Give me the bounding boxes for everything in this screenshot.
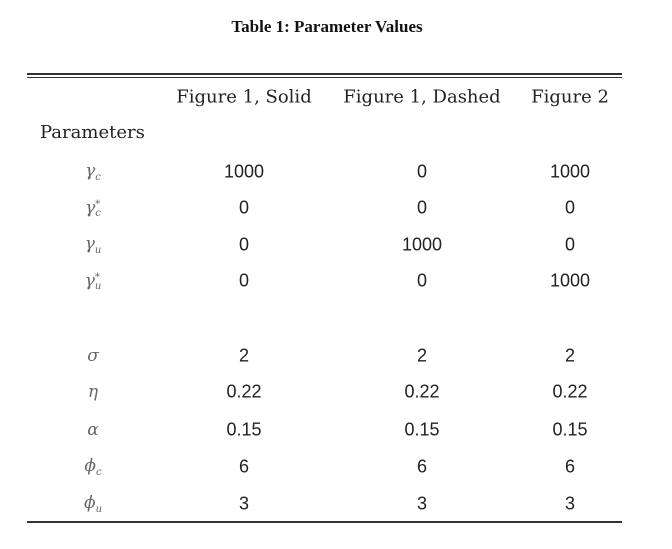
symbol: ϕ [84,455,96,476]
parameter-symbol: γ * c [85,198,101,218]
cell-value: 0 [564,234,576,255]
cell-value: 0 [238,234,250,255]
subscript: c [95,207,101,219]
parameter-symbol: γ * u [85,271,102,291]
cell-value: 0.22 [404,381,440,402]
cell-value: 1000 [549,270,591,291]
bottom-rule [27,521,622,523]
cell-value: 0 [238,197,250,218]
column-header: Figure 1, Solid [176,86,312,108]
cell-value: 0 [238,270,250,291]
subscript: c [95,467,102,479]
cell-value: 0 [416,161,428,182]
symbol: σ [87,346,99,366]
cell-value: 2 [564,345,576,366]
cell-value: 1000 [401,234,443,255]
cell-value: 0.15 [404,419,440,440]
cell-value: 0 [564,197,576,218]
cell-value: 1000 [223,161,265,182]
symbol: η [87,382,99,402]
cell-value: 2 [416,345,428,366]
parameter-symbol: γu [85,234,102,256]
parameter-symbol: γc [85,161,101,183]
cell-value: 6 [564,456,576,477]
symbol: γ [84,271,95,291]
column-header: Figure 2 [531,86,609,108]
script-stack: * c [95,198,101,219]
cell-value: 0.22 [552,381,588,402]
script-stack: * u [94,271,102,292]
cell-value: 3 [564,493,576,514]
top-rule [27,77,622,78]
subscript: u [94,280,102,292]
table-title: Table 1: Parameter Values [231,17,423,36]
symbol: γ [85,160,96,181]
cell-value: 0 [416,197,428,218]
cell-value: 0.15 [226,419,262,440]
parameter-symbol: α [87,420,98,440]
symbol: γ [85,198,96,218]
cell-value: 0.15 [552,419,588,440]
cell-value: 3 [238,493,250,514]
symbol: γ [84,233,95,254]
superscript: * [95,198,101,210]
cell-value: 1000 [549,161,591,182]
parameter-symbol: ϕc [84,456,101,478]
cell-value: 0 [416,270,428,291]
column-header: Figure 1, Dashed [343,86,501,108]
cell-value: 3 [416,493,428,514]
subscript: c [95,172,101,184]
symbol: ϕ [83,492,96,513]
symbol: α [87,420,99,440]
cell-value: 6 [238,456,250,477]
subscript: u [95,504,103,516]
top-rule [27,73,622,75]
parameter-symbol: η [88,382,98,402]
subscript: u [94,245,102,257]
cell-value: 0.22 [226,381,262,402]
cell-value: 6 [416,456,428,477]
cell-value: 2 [238,345,250,366]
parameter-symbol: σ [87,346,99,366]
superscript: * [94,271,100,283]
row-header: Parameters [40,122,145,143]
parameter-symbol: ϕu [84,493,102,515]
